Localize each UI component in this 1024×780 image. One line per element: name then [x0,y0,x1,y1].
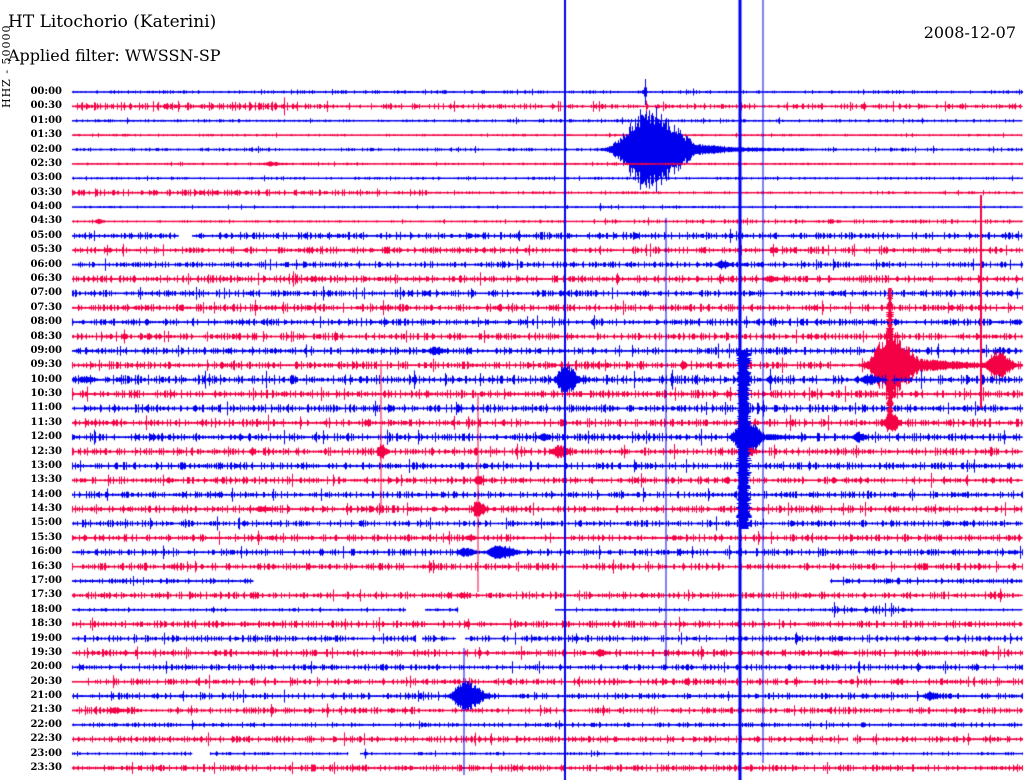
row-time-label: 11:00 [30,402,62,414]
row-time-label: 07:00 [30,287,62,299]
filter-label: Applied filter: WWSSN-SP [8,46,221,65]
row-time-label: 20:00 [30,661,62,673]
row-time-label: 03:30 [30,186,62,198]
row-time-label: 16:30 [30,560,62,572]
row-time-label: 09:00 [30,344,62,356]
row-time-label: 14:00 [30,488,62,500]
row-time-label: 06:00 [30,258,62,270]
row-time-label: 21:30 [30,704,62,716]
row-time-label: 14:30 [30,503,62,515]
row-time-label: 02:30 [30,157,62,169]
row-time-label: 13:30 [30,474,62,486]
row-time-label: 08:30 [30,330,62,342]
row-time-label: 01:30 [30,129,62,141]
row-time-label: 09:30 [30,359,62,371]
row-time-label: 18:30 [30,618,62,630]
row-time-label: 08:00 [30,316,62,328]
row-time-label: 13:00 [30,459,62,471]
row-time-label: 05:00 [30,229,62,241]
row-time-label: 12:30 [30,445,62,457]
row-time-label: 05:30 [30,244,62,256]
amplitude-scale-label: HHZ - 50000 [0,24,13,108]
row-time-label: 04:30 [30,215,62,227]
row-time-label: 01:00 [30,114,62,126]
row-time-label: 22:30 [30,733,62,745]
row-time-label: 16:00 [30,546,62,558]
row-time-label: 04:00 [30,201,62,213]
date-label: 2008-12-07 [923,23,1016,42]
row-time-label: 23:00 [30,747,62,759]
row-time-label: 11:30 [30,416,62,428]
row-time-label: 10:30 [30,388,62,400]
row-time-label: 17:30 [30,589,62,601]
row-time-label: 06:30 [30,272,62,284]
row-time-label: 21:00 [30,690,62,702]
row-time-label: 07:30 [30,301,62,313]
row-time-label: 19:30 [30,646,62,658]
row-time-label: 17:00 [30,575,62,587]
station-title: HT Litochorio (Katerini) [8,12,217,32]
row-time-label: 03:00 [30,172,62,184]
row-time-label: 18:00 [30,603,62,615]
row-time-label: 02:00 [30,143,62,155]
row-time-label: 00:30 [30,100,62,112]
row-time-label: 19:00 [30,632,62,644]
row-time-label: 20:30 [30,675,62,687]
row-time-label: 10:00 [30,373,62,385]
row-time-label: 23:30 [30,762,62,773]
row-time-label: 22:00 [30,718,62,730]
row-time-label: 12:00 [30,431,62,443]
row-time-label: 00:00 [30,86,62,97]
row-time-label: 15:00 [30,517,62,529]
row-time-label: 15:30 [30,531,62,543]
